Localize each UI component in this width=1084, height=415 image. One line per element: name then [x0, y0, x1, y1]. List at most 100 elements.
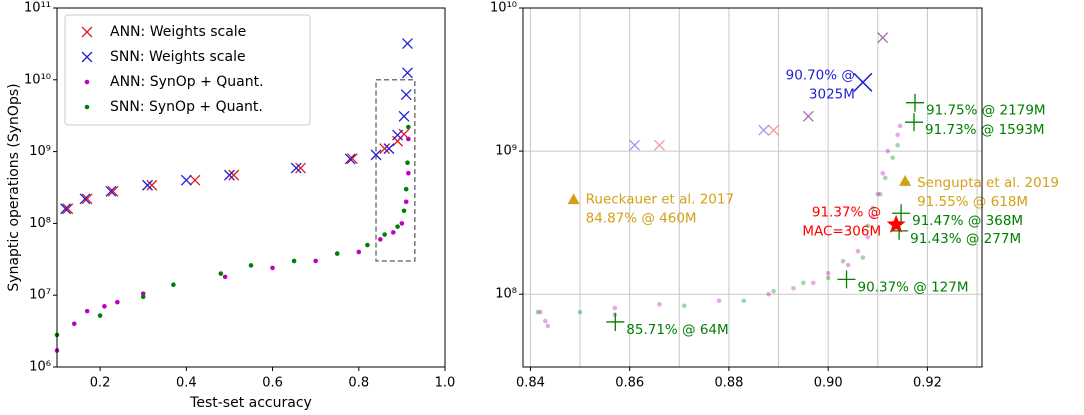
- data-point: [313, 258, 318, 264]
- x-marker: [142, 179, 153, 191]
- triangle-marker: [899, 175, 912, 186]
- data-point: [791, 285, 796, 291]
- data-point: [270, 265, 275, 271]
- data-point: [97, 313, 103, 318]
- data-point: [406, 170, 411, 176]
- annotation: Sengupta et al. 2019: [917, 175, 1059, 191]
- x-tick-label: 0.4: [176, 376, 197, 391]
- data-point: [71, 321, 77, 327]
- annotation: 90.37% @ 127M: [858, 279, 969, 295]
- data-point: [895, 132, 900, 138]
- data-point: [248, 263, 254, 268]
- x-tick-label: 0.2: [90, 376, 111, 391]
- x-marker: [223, 169, 235, 181]
- plus-marker: [892, 204, 911, 223]
- data-point: [382, 232, 387, 237]
- y-tick-label: 10⁸: [495, 287, 517, 302]
- annotation: 91.75% @ 2179M: [926, 103, 1046, 119]
- x-marker: [189, 174, 201, 186]
- annotation: 91.37% @: [812, 205, 881, 221]
- x-marker: [81, 26, 93, 38]
- data-point: [334, 251, 340, 256]
- data-point: [895, 142, 900, 148]
- data-point: [865, 234, 871, 240]
- x-marker: [105, 185, 117, 197]
- data-point: [538, 309, 543, 315]
- y-tick-label: 10¹¹: [24, 1, 51, 16]
- data-point: [390, 230, 396, 235]
- data-point: [771, 288, 776, 294]
- data-point: [535, 309, 541, 315]
- data-point: [880, 170, 886, 176]
- annotation: Rueckauer et al. 2017: [586, 191, 734, 207]
- data-point: [766, 291, 771, 297]
- data-point: [403, 186, 409, 192]
- x-tick-label: 0.88: [714, 376, 743, 391]
- data-point: [840, 258, 846, 264]
- plus-marker: [905, 113, 924, 132]
- x-marker: [629, 139, 641, 151]
- panel: 0.2 0.4 0.6 0.8 1.0 10⁶ 10⁷ 10⁸ 10⁹ 10¹⁰ 10¹¹ Test-…: [6, 1, 455, 412]
- data-point: [291, 258, 297, 264]
- plot-frame: [56, 7, 446, 368]
- x-marker: [81, 193, 93, 205]
- annotation: 84.87% @ 460M: [586, 210, 697, 226]
- data-point: [102, 304, 107, 309]
- x-marker: [398, 110, 410, 122]
- x-marker: [853, 72, 873, 92]
- data-point: [741, 298, 747, 304]
- data-point: [875, 191, 881, 197]
- data-point: [577, 309, 583, 315]
- highlight-box: [375, 79, 416, 262]
- triangle-marker: [567, 193, 580, 205]
- y-axis-label: Synaptic operations (SynOps): [6, 83, 22, 291]
- data-point: [218, 271, 224, 276]
- data-point: [890, 155, 895, 160]
- y-tick-label: 10⁶: [29, 360, 51, 375]
- x-marker: [295, 162, 307, 174]
- legend-box: [64, 14, 311, 126]
- x-marker: [768, 124, 780, 136]
- data-point: [356, 249, 362, 255]
- x-marker: [81, 51, 93, 63]
- data-point: [860, 255, 866, 260]
- y-tick-label: 10¹⁰: [490, 1, 517, 16]
- x-marker: [107, 185, 119, 197]
- data-point: [403, 199, 409, 205]
- x-marker: [370, 149, 382, 161]
- plus-marker: [837, 270, 856, 289]
- data-point: [395, 224, 400, 229]
- y-tick-label: 10⁹: [495, 144, 517, 159]
- data-point: [825, 275, 831, 281]
- data-point: [399, 221, 405, 226]
- data-point: [870, 205, 876, 211]
- data-point: [612, 305, 618, 311]
- data-point: [716, 298, 722, 304]
- x-tick-label: 0.92: [913, 376, 942, 391]
- x-tick-label: 1.0: [435, 376, 456, 391]
- data-point: [84, 79, 90, 85]
- legend-label: SNN: SynOp + Quant.: [110, 99, 263, 115]
- data-point: [222, 274, 228, 280]
- annotation: 90.70% @: [786, 67, 855, 83]
- data-point: [543, 318, 548, 324]
- x-marker: [653, 139, 665, 151]
- x-marker: [146, 179, 158, 191]
- data-point: [897, 123, 903, 129]
- x-marker: [346, 153, 358, 165]
- legend-label: ANN: Weights scale: [110, 24, 246, 40]
- data-point: [810, 280, 816, 286]
- data-point: [885, 148, 891, 154]
- y-tick-label: 10¹⁰: [24, 72, 51, 87]
- data-point: [877, 191, 883, 197]
- x-tick-label: 0.6: [262, 376, 283, 391]
- x-marker: [877, 32, 889, 44]
- plus-marker: [906, 93, 925, 112]
- data-point: [825, 270, 831, 276]
- annotation: 91.43% @ 277M: [910, 231, 1021, 247]
- data-point: [545, 323, 551, 329]
- data-point: [115, 299, 120, 305]
- star-marker: [886, 214, 906, 233]
- annotation: 91.47% @ 368M: [912, 213, 1023, 229]
- data-point: [378, 237, 383, 242]
